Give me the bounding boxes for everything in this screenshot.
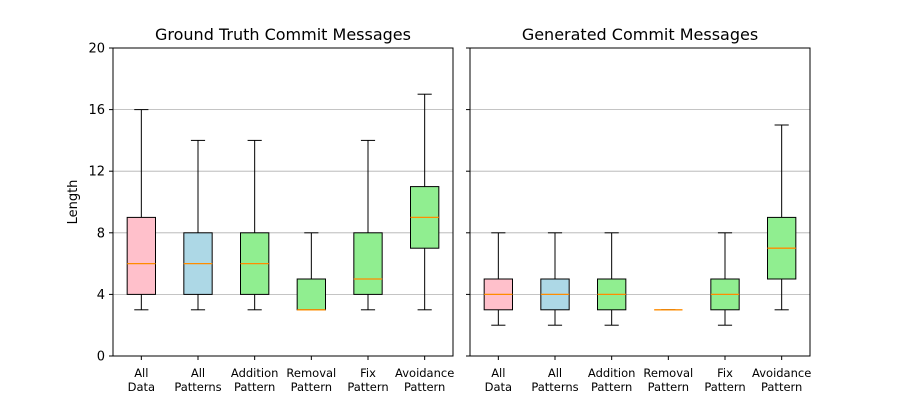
y-tick-label: 8	[97, 226, 105, 241]
x-tick-label: Addition Pattern	[231, 366, 279, 394]
x-tick-label: Addition Pattern	[588, 366, 636, 394]
box-plot-1	[183, 139, 213, 311]
x-tick-label: Fix Pattern	[347, 366, 388, 394]
box-plot-3	[296, 232, 326, 311]
x-tick-label: All Patterns	[531, 366, 578, 394]
box-plot-0	[126, 109, 156, 311]
box-iqr	[126, 216, 156, 295]
y-axis-label: Length	[66, 180, 81, 225]
box-plot-0	[483, 232, 513, 326]
y-tick-label: 0	[97, 350, 105, 365]
y-tick-label: 12	[88, 165, 105, 180]
chart-title: Ground Truth Commit Messages	[155, 25, 411, 44]
x-tick-label: Fix Pattern	[704, 366, 745, 394]
box-plot-4	[353, 139, 383, 311]
box-plot-5	[767, 124, 797, 311]
x-tick-label: Avoidance Pattern	[752, 366, 811, 394]
y-tick-label: 16	[88, 103, 105, 118]
x-tick-label: All Patterns	[174, 366, 221, 394]
box-plot-5	[410, 93, 440, 311]
x-tick-label: All Data	[128, 366, 155, 394]
x-tick-label: Removal Pattern	[643, 366, 693, 394]
box-plot-4	[710, 232, 740, 326]
box-iqr	[353, 232, 383, 295]
box-plot-2	[597, 232, 627, 326]
panel-ground-truth: Ground Truth Commit Messages Length 0 4 8 1…	[66, 25, 454, 394]
x-tick-label: Removal Pattern	[286, 366, 336, 394]
chart-title: Generated Commit Messages	[522, 25, 758, 44]
box-plot-1	[540, 232, 570, 326]
plot-frame	[112, 47, 454, 357]
box-iqr	[296, 278, 326, 311]
x-tick-label: All Data	[485, 366, 512, 394]
y-tick-label: 20	[88, 42, 105, 57]
panel-generated: Generated Commit Messages All Data All Patt…	[466, 25, 811, 394]
box-plot-2	[240, 139, 270, 311]
x-tick-label: Avoidance Pattern	[395, 366, 454, 394]
y-tick-label: 4	[97, 288, 105, 303]
plot-frame	[469, 47, 811, 357]
